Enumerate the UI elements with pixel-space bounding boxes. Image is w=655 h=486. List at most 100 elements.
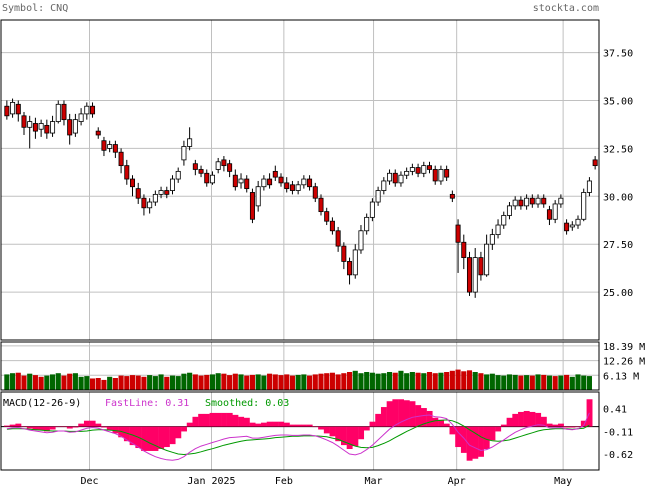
macd-histogram-bar (266, 421, 273, 427)
macd-histogram-bar (186, 422, 193, 427)
volume-bar (10, 373, 16, 390)
x-tick-label: May (554, 476, 572, 486)
macd-histogram-bar (221, 412, 227, 427)
macd-histogram-bar (43, 426, 50, 432)
volume-bar (232, 373, 238, 390)
volume-bar (152, 376, 158, 390)
price-candle (21, 115, 27, 128)
price-candles (4, 98, 598, 298)
volume-bar (44, 375, 50, 390)
price-tick-label: 30.00 (603, 192, 633, 203)
macd-histogram-bar (26, 426, 33, 429)
macd-histogram-bar (169, 426, 176, 445)
price-candle (187, 138, 193, 147)
price-candle (10, 101, 16, 115)
price-candle (358, 230, 364, 251)
volume-bar (255, 374, 261, 390)
x-tick-label: Jan 2025 (187, 476, 235, 486)
macd-histogram-bar (141, 426, 147, 451)
volume-bar (147, 375, 153, 390)
macd-histogram-bar (392, 399, 399, 427)
price-candle (164, 190, 170, 195)
macd-histogram-bar (409, 401, 416, 427)
macd-histogram-bar (21, 426, 28, 428)
price-candle (72, 119, 78, 134)
volume-bar (169, 375, 176, 390)
grid-layer (1, 20, 599, 470)
volume-bar (569, 376, 575, 390)
macd-histogram-bar (386, 401, 393, 427)
macd-histogram-bar (112, 426, 119, 434)
volume-bar (295, 374, 301, 390)
volume-bar (529, 375, 535, 390)
volume-bar (552, 376, 558, 390)
volume-bar (484, 374, 490, 390)
macd-histogram-bar (129, 426, 136, 446)
price-candle (387, 172, 393, 182)
macd-histogram-bar (569, 426, 576, 428)
macd-histogram-bar (455, 426, 462, 448)
macd-histogram-bar (443, 423, 450, 427)
price-candle (392, 172, 398, 184)
macd-histogram-bar (209, 412, 216, 427)
macd-histogram-bar (152, 426, 159, 451)
price-candle (318, 197, 324, 213)
macd-histogram-bar (426, 410, 433, 427)
x-tick-label: Apr (448, 476, 466, 486)
price-candle (524, 197, 530, 207)
macd-histogram-bar (346, 426, 353, 449)
price-candle (221, 159, 227, 167)
volume-bar (426, 372, 433, 390)
macd-histogram-bar (535, 412, 542, 427)
price-candle (575, 218, 581, 226)
price-candle (215, 161, 221, 170)
volume-bar (221, 373, 227, 390)
price-candle (484, 243, 490, 276)
macd-histogram-bar (335, 426, 342, 442)
price-candle (472, 257, 478, 293)
macd-histogram-bar (146, 426, 153, 451)
macd-histogram-bar (226, 412, 233, 427)
volume-bar (546, 375, 553, 390)
volume-bar (238, 374, 244, 390)
volume-bar (312, 374, 318, 390)
macd-histogram-bar (215, 412, 222, 427)
price-candle (15, 103, 21, 115)
volume-bar (346, 372, 353, 390)
volume-bar (558, 375, 564, 390)
volume-bar (67, 373, 73, 390)
price-candle (90, 105, 96, 115)
volume-bar (192, 374, 198, 390)
price-candle (238, 178, 244, 184)
macd-histogram-bar (278, 421, 285, 427)
price-tick-label: 37.50 (603, 49, 633, 60)
price-candle (581, 192, 587, 220)
panel-border (0, 341, 600, 391)
volume-bar (506, 374, 513, 390)
macd-histogram-bar (89, 420, 96, 427)
price-candle (301, 178, 307, 186)
volume-bar (84, 376, 90, 390)
price-candle (107, 144, 113, 149)
price-candle (558, 197, 564, 205)
volume-bar (461, 371, 467, 390)
macd-histogram-bar (49, 426, 56, 430)
price-candle (181, 146, 187, 161)
volume-bar (249, 374, 256, 390)
macd-histogram-bar (432, 417, 439, 427)
volume-bar (227, 375, 233, 390)
price-candle (461, 241, 467, 259)
price-tick-label: 32.50 (603, 144, 633, 155)
volume-bar (375, 373, 381, 390)
volume-bar (501, 375, 507, 390)
price-candle (44, 124, 50, 134)
macd-histogram-bar (61, 426, 68, 428)
volume-bar (38, 376, 44, 390)
volume-bar (112, 378, 118, 390)
price-candle (4, 105, 10, 117)
panel-border (0, 391, 600, 471)
volume-tick-label: 6.13 M (603, 371, 639, 382)
volume-bar (72, 373, 78, 390)
price-candle (295, 184, 301, 191)
macd-histogram-bar (158, 426, 165, 449)
